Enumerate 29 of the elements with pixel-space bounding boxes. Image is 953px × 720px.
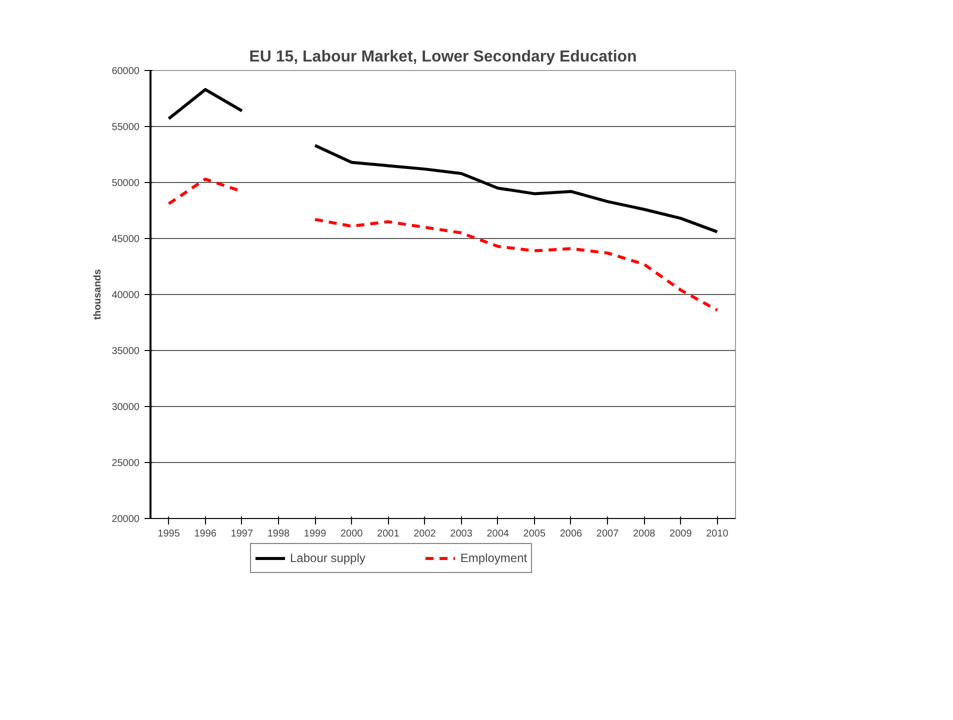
legend-label: Employment — [460, 551, 528, 565]
y-tick-label: 35000 — [112, 346, 140, 357]
y-tick-label: 45000 — [112, 234, 140, 245]
x-tick-label: 2005 — [523, 528, 546, 540]
y-tick-label: 55000 — [112, 122, 140, 133]
y-tick-label: 60000 — [112, 66, 140, 77]
x-tick-label: 2000 — [340, 528, 364, 540]
x-tick-label: 2010 — [706, 528, 729, 540]
chart-title: EU 15, Labour Market, Lower Secondary Education — [249, 48, 637, 66]
y-tick-label: 50000 — [112, 178, 140, 189]
x-tick-label: 1995 — [158, 528, 180, 540]
y-tick-label: 25000 — [112, 458, 140, 469]
y-axis-title: thousands — [92, 268, 104, 320]
x-tick-label: 2008 — [632, 528, 656, 540]
x-tick-label: 1997 — [230, 528, 254, 540]
x-tick-label: 1999 — [304, 528, 327, 540]
x-tick-label: 1998 — [267, 528, 290, 540]
x-tick-label: 2003 — [450, 528, 473, 540]
x-tick-label: 1996 — [194, 528, 217, 540]
x-tick-label: 2001 — [377, 528, 400, 540]
y-tick-label: 30000 — [112, 402, 140, 413]
x-tick-label: 2006 — [560, 528, 583, 540]
y-tick-label: 20000 — [112, 514, 140, 525]
x-tick-label: 2009 — [670, 528, 692, 540]
legend-label: Labour supply — [290, 551, 366, 565]
y-tick-label: 40000 — [112, 290, 140, 301]
x-tick-label: 2002 — [414, 528, 436, 540]
x-tick-label: 2007 — [596, 528, 620, 540]
x-tick-label: 2004 — [486, 528, 510, 540]
